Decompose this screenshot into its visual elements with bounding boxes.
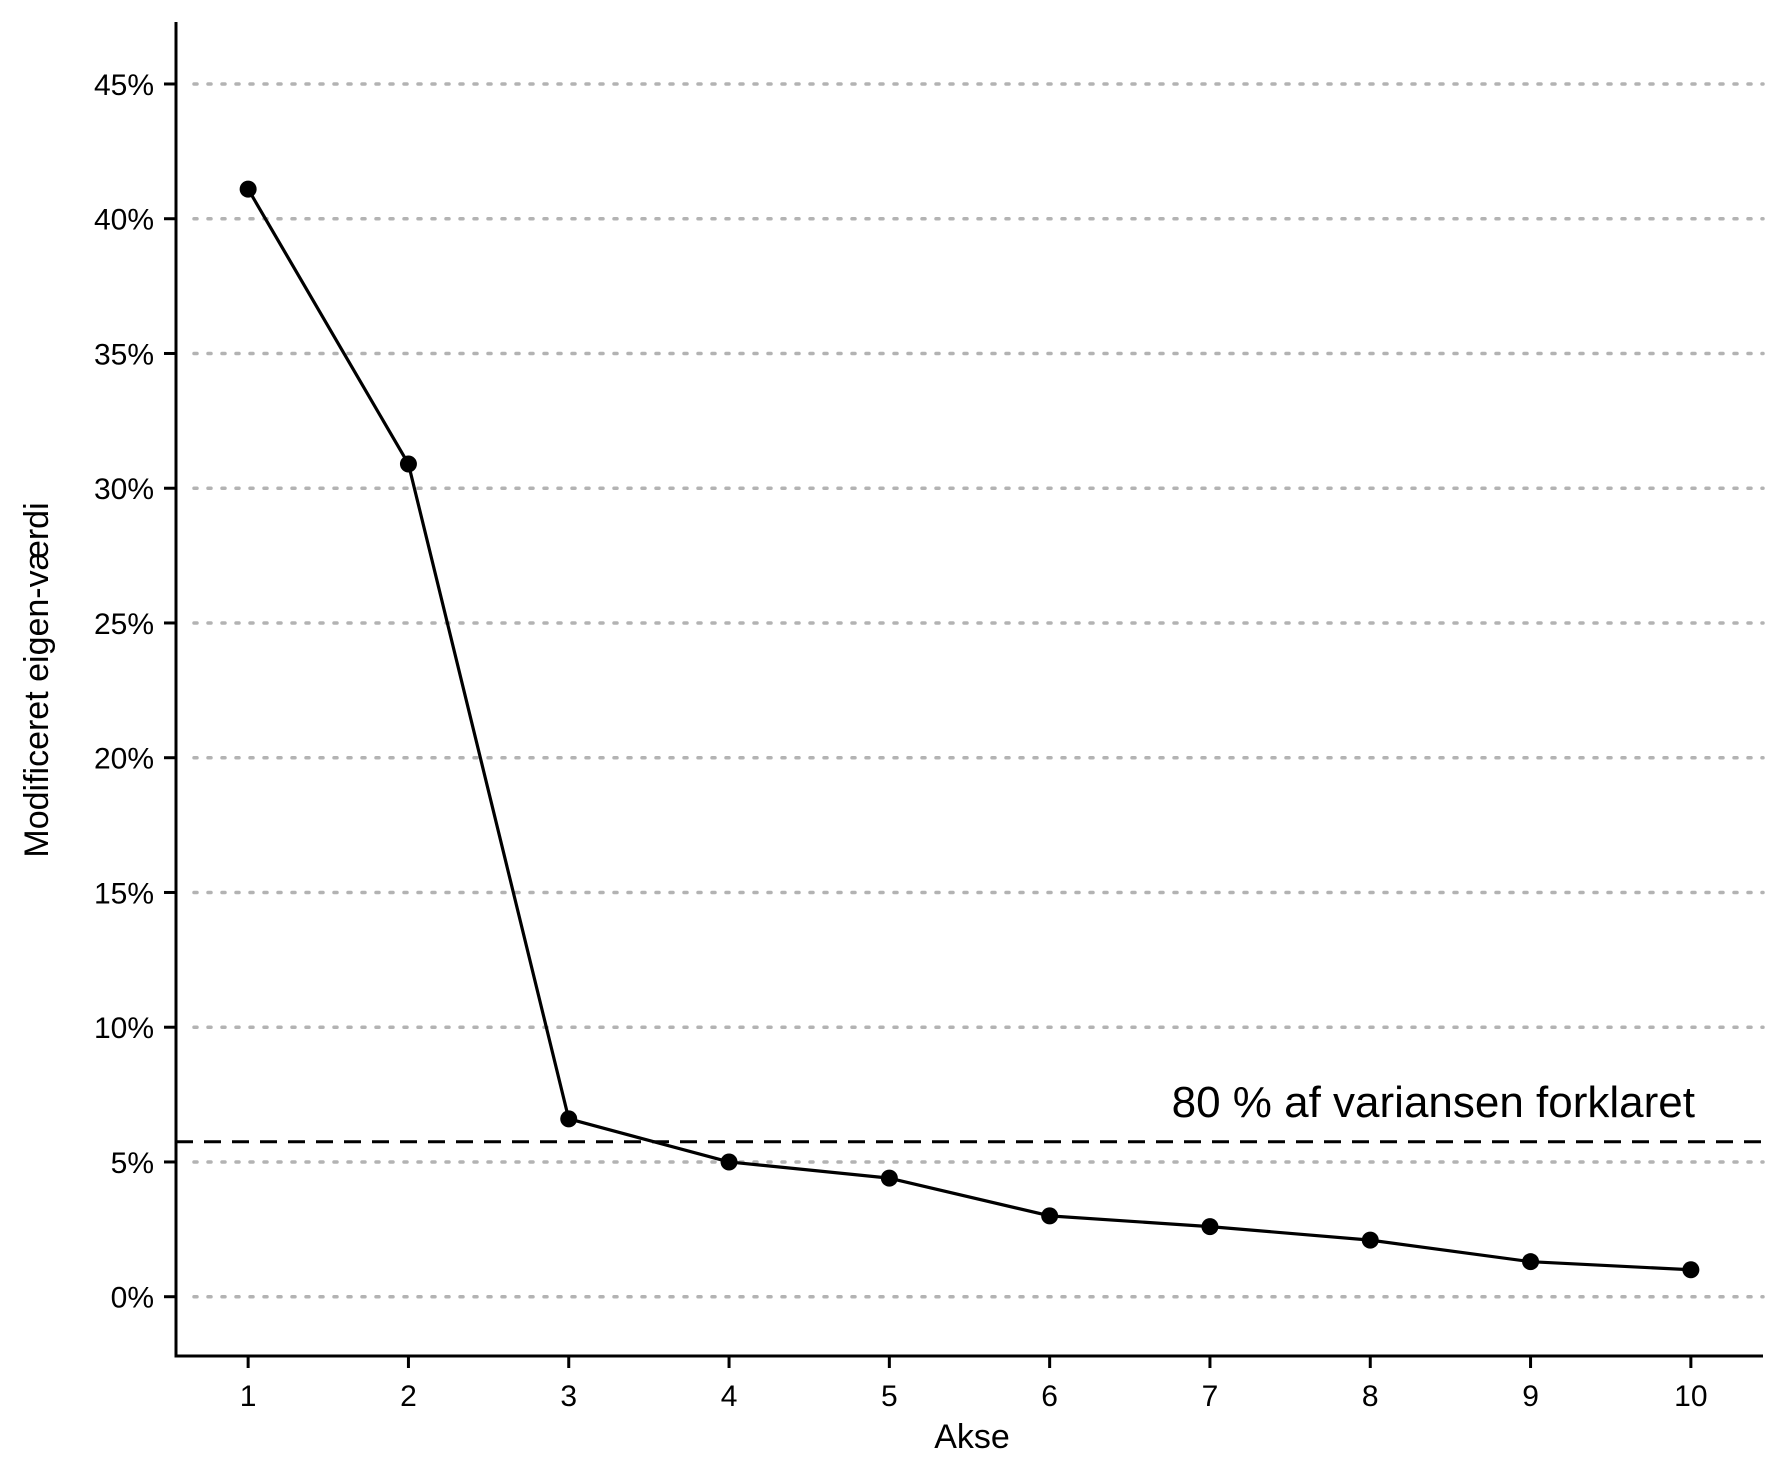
x-tick-label: 2: [400, 1380, 417, 1413]
x-tick-label: 6: [1041, 1380, 1058, 1413]
y-tick-label: 10%: [94, 1012, 154, 1045]
x-tick-label: 9: [1522, 1380, 1539, 1413]
x-tick-label: 5: [881, 1380, 898, 1413]
y-tick-label: 20%: [94, 743, 154, 776]
y-tick-label: 40%: [94, 204, 154, 237]
y-tick-label: 5%: [111, 1147, 154, 1180]
data-point: [560, 1110, 578, 1128]
data-point: [880, 1169, 898, 1187]
data-point: [1361, 1231, 1379, 1249]
y-axis-title: Modificeret eigen-værdi: [18, 502, 56, 857]
reference-line-label: 80 % af variansen forklaret: [1172, 1078, 1695, 1127]
x-tick-label: 4: [721, 1380, 738, 1413]
y-tick-label: 15%: [94, 877, 154, 910]
data-point: [1522, 1253, 1540, 1271]
data-point: [399, 455, 417, 473]
data-point: [1041, 1207, 1059, 1225]
series-line: [246, 188, 1691, 1272]
y-tick-label: 0%: [111, 1282, 154, 1315]
data-point: [1201, 1218, 1219, 1236]
label-layer: 0% 5% 10% 15% 20% 25% 30% 35% 40% 45% 1 2 3 4 5 6 7 8 9 10: [94, 69, 1708, 1413]
x-tick-label: 8: [1362, 1380, 1379, 1413]
series-layer: [239, 180, 1700, 1279]
x-tick-label: 1: [240, 1380, 257, 1413]
x-tick-label: 3: [560, 1380, 577, 1413]
data-point: [1682, 1261, 1700, 1279]
x-tick-label: 7: [1202, 1380, 1219, 1413]
y-tick-label: 30%: [94, 473, 154, 506]
y-tick-label: 25%: [94, 608, 154, 641]
data-point: [239, 180, 257, 198]
data-point: [720, 1153, 738, 1171]
y-tick-label: 45%: [94, 69, 154, 102]
y-tick-label: 35%: [94, 338, 154, 371]
axis-layer: [164, 22, 1763, 1368]
grid-layer: [192, 82, 1765, 1299]
x-axis-title: Akse: [934, 1418, 1010, 1456]
x-tick-label: 10: [1674, 1380, 1707, 1413]
